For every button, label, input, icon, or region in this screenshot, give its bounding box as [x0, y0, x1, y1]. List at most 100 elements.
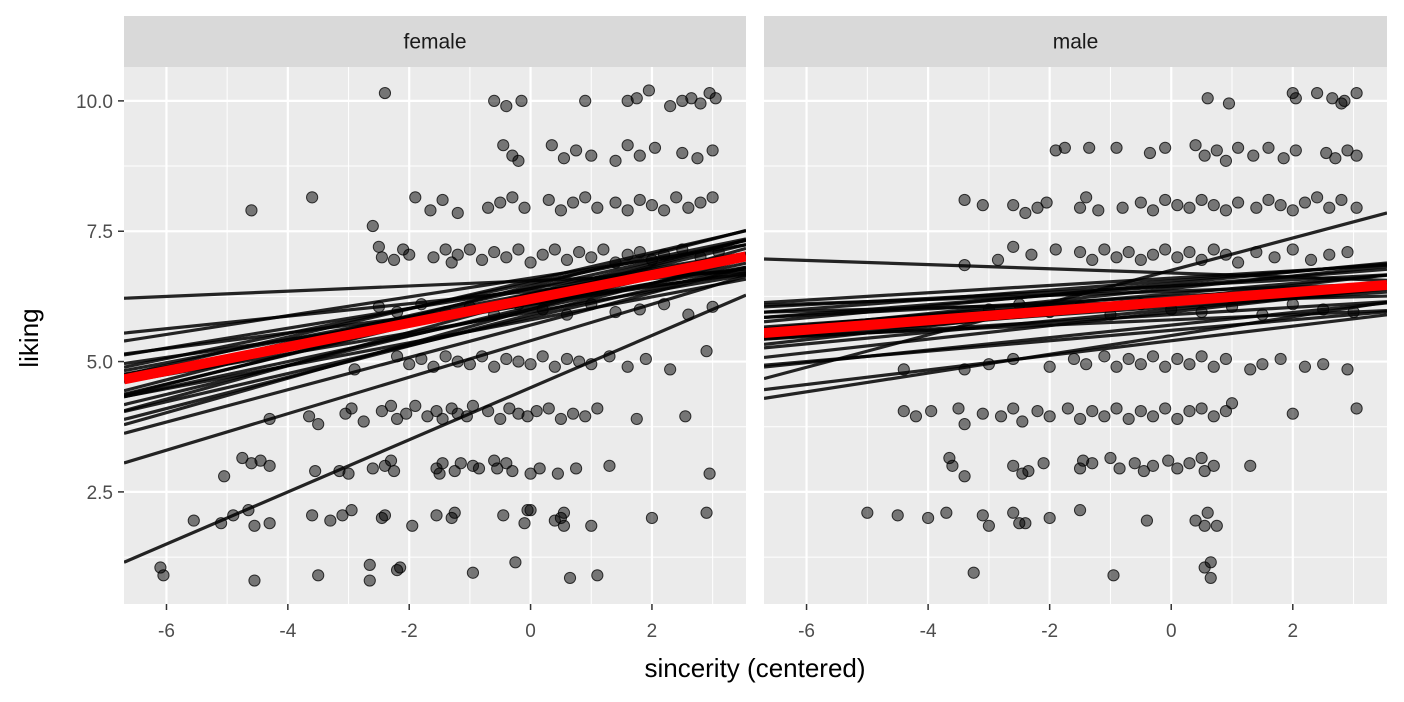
data-point [378, 509, 392, 522]
data-point [1143, 146, 1157, 160]
data-point [1350, 149, 1363, 162]
data-point [245, 204, 258, 217]
facet-panel-male: male [764, 16, 1387, 604]
data-point [472, 462, 486, 475]
data-point [1043, 360, 1056, 373]
data-point [1289, 92, 1302, 105]
data-point [1274, 199, 1287, 212]
data-point [1329, 152, 1342, 165]
fixed-effect-line [764, 279, 1387, 339]
data-point [1098, 410, 1111, 423]
data-point [1110, 251, 1123, 264]
data-point [1022, 464, 1035, 478]
data-point [991, 253, 1005, 267]
data-point [363, 558, 376, 571]
data-point [1113, 462, 1126, 475]
facet-strip-label: male [1053, 31, 1099, 54]
data-point [506, 464, 519, 478]
data-point [591, 569, 604, 582]
data-point [387, 253, 401, 267]
data-point [569, 144, 583, 157]
data-point [694, 196, 707, 209]
data-point [1083, 141, 1096, 154]
data-point [463, 243, 476, 256]
data-point [925, 404, 938, 418]
data-point [591, 402, 604, 415]
data-point [706, 191, 719, 204]
data-point [1073, 245, 1087, 259]
data-point [488, 245, 501, 259]
data-point [263, 459, 276, 472]
random-effect-line [124, 266, 746, 435]
data-point [390, 412, 404, 426]
data-point [1146, 410, 1160, 423]
data-point [372, 240, 385, 253]
data-point [958, 470, 971, 483]
data-point [512, 154, 525, 167]
data-point [1086, 253, 1099, 267]
data-point [694, 97, 707, 110]
data-point [451, 206, 464, 220]
data-point [1049, 243, 1062, 256]
data-point [497, 509, 510, 522]
data-point [1350, 86, 1363, 100]
data-point [1146, 204, 1160, 217]
data-point [1183, 457, 1196, 470]
data-point [1298, 360, 1312, 373]
data-point [1171, 251, 1184, 264]
x-axis-male: -6 -4 -2 0 2 [798, 604, 1298, 642]
data-point [1204, 571, 1217, 585]
data-point [551, 467, 564, 480]
data-point [958, 418, 971, 431]
data-point [585, 519, 598, 532]
data-point [1250, 201, 1263, 214]
data-point [664, 100, 677, 113]
data-point [560, 352, 574, 366]
data-point [976, 509, 989, 522]
random-effect-line [764, 273, 1387, 309]
data-point [1231, 196, 1245, 209]
data-point [1159, 360, 1172, 373]
data-point [664, 363, 677, 376]
random-effect-line [764, 262, 1387, 314]
data-point [533, 462, 546, 475]
random-effect-line [124, 274, 746, 465]
data-point [466, 566, 480, 579]
data-point [1195, 350, 1208, 363]
data-point [645, 511, 659, 525]
data-point [1159, 141, 1172, 154]
data-point [524, 467, 537, 480]
data-point [436, 457, 449, 470]
data-point [1320, 146, 1333, 160]
data-point [1201, 92, 1214, 105]
data-point [1140, 514, 1154, 527]
data-point [679, 410, 692, 423]
random-effect-line [124, 265, 746, 414]
data-point [958, 193, 971, 207]
data-point [1086, 404, 1099, 418]
data-point [1207, 410, 1220, 423]
data-point [633, 149, 646, 162]
data-point [1040, 196, 1053, 209]
data-point [700, 506, 713, 519]
data-point [700, 345, 713, 358]
data-point [1341, 363, 1354, 376]
data-point [1231, 256, 1245, 269]
data-point [378, 86, 392, 100]
data-point [621, 204, 634, 217]
data-point [642, 84, 656, 97]
data-point [1171, 462, 1184, 475]
data-point [1189, 139, 1202, 152]
data-point [1286, 204, 1299, 217]
data-point [566, 407, 580, 420]
data-point [1031, 201, 1044, 214]
data-point [557, 519, 571, 532]
data-point [1043, 410, 1056, 423]
data-point [630, 412, 643, 426]
data-point [548, 243, 561, 256]
data-point [1171, 412, 1184, 426]
data-point [1107, 569, 1120, 582]
data-point [1183, 358, 1196, 371]
data-point [1098, 350, 1111, 363]
x-axis-title: sincerity (centered) [644, 653, 865, 683]
